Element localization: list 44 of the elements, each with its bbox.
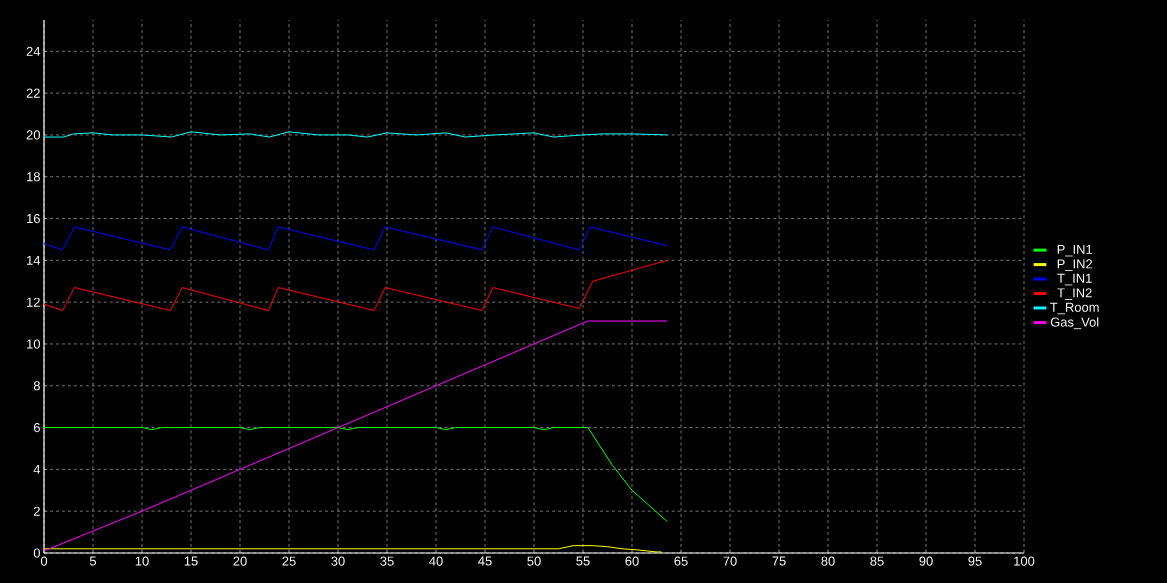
- x-tick-label: 55: [576, 556, 590, 566]
- x-tick-label: 0: [40, 556, 48, 566]
- x-tick-label: 25: [282, 556, 296, 566]
- y-tick-label: 12: [27, 297, 40, 307]
- x-tick-label: 10: [135, 556, 149, 566]
- x-tick-label: 5: [89, 556, 97, 566]
- y-tick-label: 6: [33, 422, 40, 433]
- legend-label: P_IN2: [1057, 259, 1093, 271]
- y-tick-label: 2: [33, 506, 40, 516]
- y-tick-label: 14: [27, 255, 41, 265]
- x-tick-label: 70: [723, 556, 737, 566]
- y-tick-label: 4: [33, 464, 41, 474]
- y-tick-label: 0: [33, 548, 40, 558]
- y-tick-label: 8: [33, 381, 40, 391]
- x-tick-label: 95: [968, 556, 982, 566]
- line-series: [44, 226, 668, 251]
- x-tick-label: 15: [184, 556, 198, 566]
- x-tick-label: 80: [821, 556, 835, 566]
- y-tick-label: 24: [26, 46, 41, 56]
- legend-label: Gas_Vol: [1050, 317, 1099, 330]
- x-tick-label: 50: [527, 556, 541, 566]
- line-series: [44, 427, 668, 523]
- x-tick-label: 35: [380, 556, 394, 566]
- line-series: [44, 545, 662, 553]
- y-tick-label: 18: [27, 172, 40, 182]
- line-series: [44, 259, 668, 312]
- y-tick-label: 20: [26, 130, 40, 140]
- x-tick-label: 65: [674, 556, 688, 566]
- x-tick-label: 45: [478, 556, 492, 566]
- legend-label: T_IN1: [1057, 273, 1092, 286]
- x-tick-label: 100: [1014, 556, 1035, 566]
- x-tick-label: 20: [233, 556, 247, 566]
- legend-label: T_IN2: [1057, 288, 1092, 300]
- y-tick-label: 16: [27, 213, 40, 224]
- legend-label: T_Room: [1050, 302, 1099, 315]
- x-tick-label: 75: [772, 556, 786, 566]
- x-tick-label: 90: [919, 556, 933, 566]
- legend-label: P_IN1: [1057, 244, 1093, 257]
- x-tick-label: 30: [331, 556, 345, 566]
- x-tick-label: 60: [625, 556, 639, 566]
- y-tick-label: 22: [26, 88, 40, 98]
- y-tick-label: 10: [27, 339, 40, 349]
- x-tick-label: 40: [429, 556, 443, 566]
- x-tick-label: 85: [870, 556, 884, 566]
